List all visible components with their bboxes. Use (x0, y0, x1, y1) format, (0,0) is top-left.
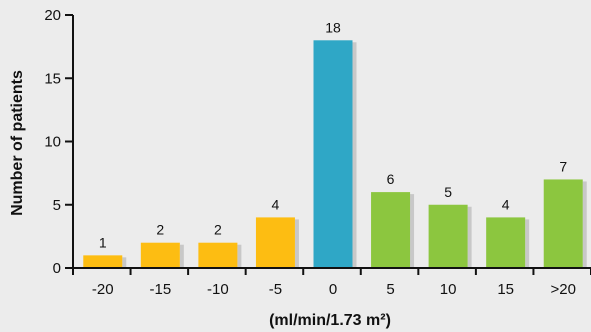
data-label: 7 (559, 158, 567, 174)
bar-shadow (410, 194, 415, 268)
bar--10 (198, 242, 238, 268)
x-axis-title: (ml/min/1.73 m²) (269, 312, 391, 329)
y-tick-label: 5 (53, 197, 61, 214)
x-tick-label: -20 (92, 281, 114, 298)
bar-shadow (525, 219, 530, 268)
x-tick-label: 15 (497, 281, 514, 298)
y-axis: 0 5 10 15 20 (44, 7, 74, 277)
data-label: 5 (444, 184, 452, 200)
bar--15 (140, 242, 180, 268)
x-tick-label: >20 (550, 281, 575, 298)
data-label: 4 (272, 196, 280, 212)
data-label: 2 (214, 222, 222, 238)
data-label: 18 (325, 19, 341, 35)
bar-shadow (352, 42, 357, 268)
bar--20 (83, 255, 123, 268)
bar-shadow (237, 244, 242, 268)
x-tick-label: -15 (149, 281, 171, 298)
data-label: 6 (387, 171, 395, 187)
bar-shadow (467, 206, 472, 268)
y-tick-label: 10 (44, 134, 61, 151)
bar-shadow (582, 181, 587, 268)
y-tick-label: 15 (44, 70, 61, 87)
bar-5 (371, 192, 411, 268)
bar-0 (313, 40, 353, 268)
bar-shadow (294, 219, 299, 268)
y-axis-title: Number of patients (9, 70, 26, 216)
bar-10 (428, 204, 468, 268)
bar->20 (543, 179, 583, 268)
bar-shadow (122, 257, 127, 268)
x-tick-label: 5 (386, 281, 394, 298)
x-tick-label: 0 (329, 281, 337, 298)
x-tick-label: -5 (269, 281, 282, 298)
bar-15 (486, 217, 526, 268)
data-label: 2 (156, 222, 164, 238)
bar-shadow (179, 244, 184, 268)
x-tick-label: -10 (207, 281, 229, 298)
y-tick-label: 20 (44, 7, 61, 24)
x-tick-label: 10 (440, 281, 457, 298)
x-axis: -20 -15 -10 -5 0 5 10 15 >20 (72, 267, 591, 298)
bar--5 (255, 217, 295, 268)
data-label: 1 (99, 234, 107, 250)
data-label: 4 (502, 196, 510, 212)
y-tick-label: 0 (53, 260, 61, 277)
bars-group (83, 40, 587, 268)
data-labels-group: 1 2 2 4 18 6 5 4 7 (99, 19, 567, 250)
